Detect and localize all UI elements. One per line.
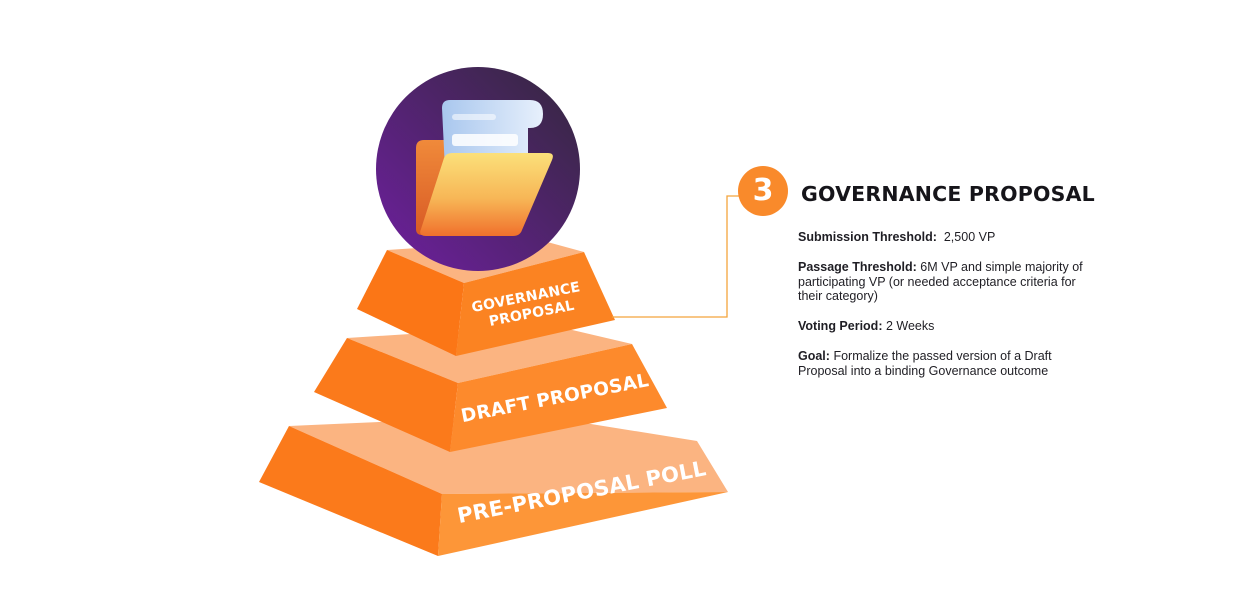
tier-left-face <box>357 250 464 356</box>
detail-voting-period: Voting Period: 2 Weeks <box>798 319 1098 334</box>
tier-front-face <box>450 344 667 452</box>
detail-label: Submission Threshold: <box>798 230 937 244</box>
detail-label: Voting Period: <box>798 319 883 334</box>
detail-value: 6M VP and simple majority of participati… <box>798 259 1083 304</box>
detail-value: 2,500 VP <box>943 230 996 244</box>
tier-top-face <box>289 415 728 494</box>
callout-title: GOVERNANCE PROPOSAL <box>801 182 1095 206</box>
tier-pre-proposal-poll: PRE-PROPOSAL POLL <box>259 415 728 556</box>
connector-line <box>612 195 740 318</box>
tier-top-face <box>347 325 632 383</box>
step-number-badge: 3 <box>738 166 788 216</box>
folder-with-document-icon <box>416 100 553 236</box>
proposal-icon-badge <box>376 67 580 271</box>
detail-submission-threshold: Submission Threshold: 2,500 VP <box>798 230 1098 245</box>
detail-goal: Goal: Formalize the passed version of a … <box>798 349 1098 379</box>
tier-draft-proposal: DRAFT PROPOSAL <box>314 325 667 452</box>
tier-left-face <box>314 338 458 452</box>
detail-value: Formalize the passed version of a Draft … <box>798 348 1052 378</box>
callout-details: Submission Threshold: 2,500 VP Passage T… <box>798 230 1098 394</box>
detail-passage-threshold: Passage Threshold: 6M VP and simple majo… <box>798 260 1098 304</box>
detail-value: 2 Weeks <box>885 319 935 334</box>
tier-front-face <box>438 492 728 556</box>
tier-left-face <box>259 426 442 556</box>
tier-front-face <box>456 252 615 356</box>
detail-label: Goal: <box>798 348 830 363</box>
detail-label: Passage Threshold: <box>798 259 917 274</box>
